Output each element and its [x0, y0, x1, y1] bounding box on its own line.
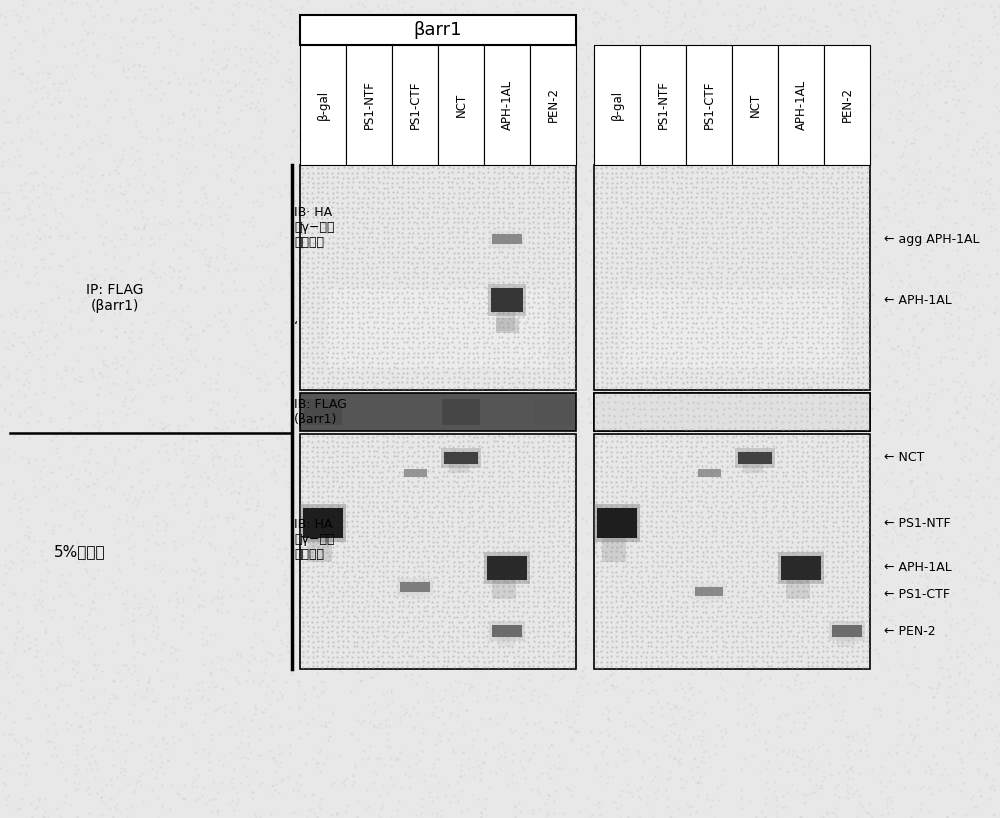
Bar	[692, 583, 726, 600]
Bar	[488, 284, 526, 316]
Text: IB· HA
（γ−分泌
酶组分）: IB· HA （γ−分泌 酶组分）	[294, 206, 334, 249]
Text: ‘: ‘	[294, 320, 298, 334]
Bar	[488, 398, 526, 425]
Text: PEN-2: PEN-2	[546, 88, 560, 123]
Bar	[300, 505, 346, 542]
Bar	[497, 637, 515, 647]
Text: ← APH-1AL: ← APH-1AL	[884, 294, 952, 307]
Bar	[350, 398, 388, 425]
Text: NCT: NCT	[748, 93, 762, 117]
Bar	[743, 464, 763, 473]
Bar	[487, 556, 527, 580]
Bar	[449, 464, 469, 473]
Text: ← NCT: ← NCT	[884, 451, 924, 464]
Bar	[497, 245, 515, 252]
Bar	[640, 45, 686, 165]
Bar	[484, 45, 530, 165]
Bar	[700, 596, 717, 604]
Text: PS1-CTF: PS1-CTF	[409, 81, 422, 129]
Bar	[396, 398, 434, 425]
Bar	[492, 626, 522, 637]
Bar	[491, 288, 523, 312]
Bar	[594, 393, 870, 431]
Bar	[530, 45, 576, 165]
Text: PS1-NTF: PS1-NTF	[362, 80, 376, 129]
Bar	[346, 45, 392, 165]
Bar	[496, 312, 515, 331]
Bar	[489, 622, 525, 641]
Bar	[824, 45, 870, 165]
Bar	[304, 398, 342, 425]
Bar	[303, 508, 343, 538]
Text: 5%裂解物: 5%裂解物	[54, 544, 106, 559]
Text: PS1-NTF: PS1-NTF	[656, 80, 670, 129]
Bar	[300, 45, 346, 165]
Text: βarr1: βarr1	[414, 21, 462, 39]
Bar	[496, 318, 518, 333]
Bar	[308, 538, 332, 562]
Bar	[404, 469, 426, 477]
Bar	[489, 230, 525, 248]
Bar	[405, 591, 423, 600]
Bar	[832, 626, 862, 637]
Bar	[438, 45, 484, 165]
Bar	[300, 393, 576, 431]
Bar	[602, 538, 626, 562]
Bar	[484, 552, 530, 584]
Bar	[778, 552, 824, 584]
Bar	[400, 582, 430, 591]
Bar	[781, 556, 821, 580]
Text: ← agg APH-1AL: ← agg APH-1AL	[884, 233, 980, 245]
Bar	[392, 45, 438, 165]
Text: IB: HA
（γ−分泌
酶组分）: IB: HA （γ−分泌 酶组分）	[294, 519, 334, 561]
Bar	[622, 289, 842, 367]
Bar	[698, 469, 720, 477]
Bar	[695, 587, 723, 596]
Text: APH-1AL: APH-1AL	[794, 80, 808, 130]
Bar	[441, 447, 481, 468]
Bar	[738, 452, 772, 464]
Text: ← PEN-2: ← PEN-2	[884, 625, 936, 638]
Bar	[594, 505, 640, 542]
Bar	[594, 393, 870, 431]
Text: ← APH-1AL: ← APH-1AL	[884, 561, 952, 574]
Bar	[492, 580, 516, 599]
Bar	[442, 398, 480, 425]
Bar	[534, 398, 572, 425]
Bar	[735, 447, 775, 468]
Bar	[829, 622, 865, 641]
Bar	[445, 452, 477, 457]
Bar	[397, 578, 433, 596]
Bar	[300, 165, 576, 390]
Bar	[444, 452, 478, 464]
Bar	[837, 637, 855, 647]
Text: β-gal: β-gal	[610, 90, 624, 120]
Bar	[597, 508, 637, 538]
Bar	[328, 289, 548, 367]
Bar	[732, 45, 778, 165]
Bar	[594, 434, 870, 669]
Text: PS1-CTF: PS1-CTF	[702, 81, 716, 129]
Bar	[300, 434, 576, 669]
Bar	[786, 580, 810, 599]
Text: ← PS1-CTF: ← PS1-CTF	[884, 588, 950, 601]
Text: β-gal: β-gal	[316, 90, 330, 120]
Bar	[778, 45, 824, 165]
Bar	[594, 165, 870, 390]
Text: IP: FLAG
(βarr1): IP: FLAG (βarr1)	[86, 283, 144, 313]
Bar	[492, 234, 522, 245]
Bar	[686, 45, 732, 165]
Text: ← PS1-NTF: ← PS1-NTF	[884, 517, 951, 530]
Text: IB: FLAG
(βarr1): IB: FLAG (βarr1)	[294, 398, 347, 426]
Bar	[300, 15, 576, 45]
Bar	[594, 45, 640, 165]
Text: APH-1AL: APH-1AL	[501, 80, 514, 130]
Text: NCT: NCT	[454, 93, 468, 117]
Text: PEN-2: PEN-2	[840, 88, 854, 123]
